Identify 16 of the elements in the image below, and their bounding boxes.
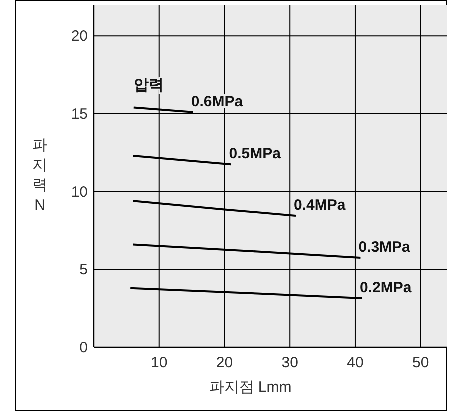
series-label: 0.2MPa <box>360 279 412 296</box>
x-tick-label: 40 <box>347 354 364 372</box>
series-label: 0.4MPa <box>294 196 346 214</box>
x-tick-label: 50 <box>412 354 430 372</box>
series-label: 0.5MPa <box>229 146 282 163</box>
x-axis-title: 파지점 Lmm <box>209 379 292 396</box>
y-tick-label: 15 <box>71 106 88 123</box>
y-tick-label: 10 <box>71 184 88 201</box>
y-tick-label: 20 <box>71 28 88 46</box>
y-tick-label: 0 <box>80 340 88 356</box>
y-tick-label: 5 <box>80 262 88 279</box>
x-tick-label: 10 <box>151 354 168 372</box>
y-axis-title: 파지력 N <box>32 137 48 214</box>
x-tick-label: 30 <box>282 354 298 372</box>
x-tick-label: 20 <box>216 354 234 372</box>
series-label: 0.3MPa <box>358 238 412 256</box>
